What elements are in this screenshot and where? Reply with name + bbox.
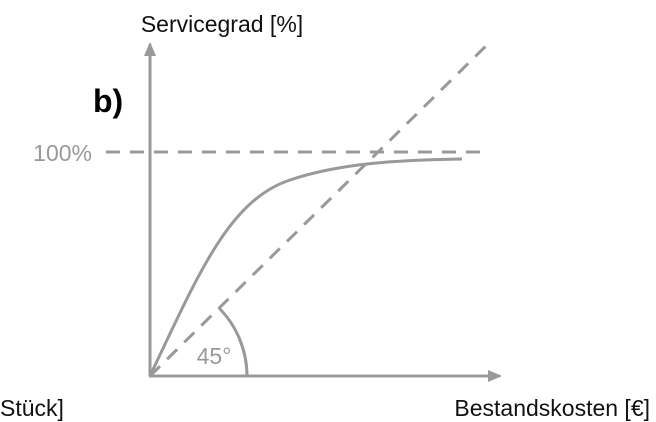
reference-label: 100% <box>33 140 92 166</box>
angle-label: 45° <box>197 343 232 369</box>
x-axis-label-left: Stück] <box>0 395 64 421</box>
panel-label: b) <box>93 83 123 119</box>
service-curve <box>148 157 463 377</box>
y-axis-label: Servicegrad [%] <box>141 11 303 37</box>
x-axis-label: Bestandskosten [€] <box>454 395 650 421</box>
diagonal-line <box>148 40 492 378</box>
angle-arc <box>217 306 249 377</box>
